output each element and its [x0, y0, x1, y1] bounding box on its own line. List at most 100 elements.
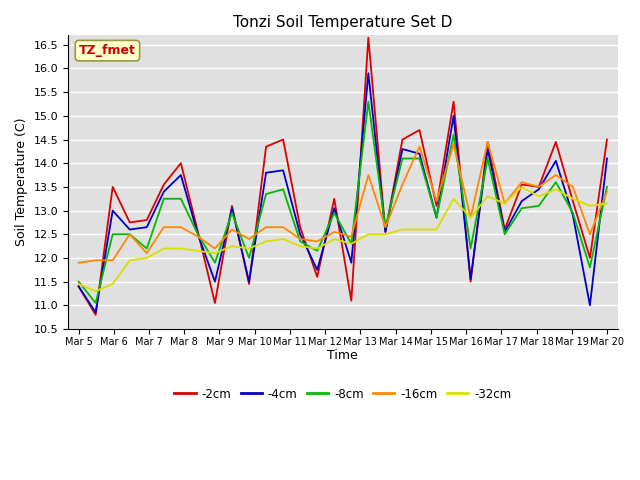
-16cm [433, 198, 440, 204]
-32cm [330, 236, 338, 242]
-16cm [399, 181, 406, 187]
-4cm [518, 198, 525, 204]
-2cm [262, 144, 270, 150]
-32cm [92, 288, 99, 294]
-4cm [484, 146, 492, 152]
-2cm [552, 139, 559, 145]
-32cm [160, 246, 168, 252]
-32cm [552, 186, 559, 192]
-4cm [381, 229, 389, 235]
-2cm [296, 224, 304, 230]
-16cm [518, 180, 525, 185]
-8cm [228, 210, 236, 216]
-8cm [109, 231, 116, 237]
-2cm [399, 137, 406, 143]
-2cm [535, 184, 543, 190]
-16cm [296, 236, 304, 242]
-8cm [245, 255, 253, 261]
-16cm [348, 234, 355, 240]
-32cm [75, 281, 83, 287]
-32cm [586, 203, 594, 209]
-8cm [211, 260, 219, 265]
-2cm [160, 181, 168, 187]
-32cm [365, 231, 372, 237]
-32cm [296, 243, 304, 249]
-32cm [143, 255, 150, 261]
-32cm [603, 201, 611, 206]
-8cm [467, 246, 474, 252]
-16cm [194, 234, 202, 240]
-2cm [143, 217, 150, 223]
Y-axis label: Soil Temperature (C): Soil Temperature (C) [15, 118, 28, 246]
Line: -32cm: -32cm [79, 187, 607, 291]
-32cm [518, 184, 525, 190]
-8cm [143, 246, 150, 252]
-2cm [211, 300, 219, 306]
-32cm [415, 227, 423, 232]
-32cm [399, 227, 406, 232]
-16cm [126, 231, 134, 237]
-32cm [177, 246, 185, 252]
-32cm [314, 246, 321, 252]
-16cm [177, 224, 185, 230]
-2cm [415, 127, 423, 133]
-16cm [450, 142, 458, 147]
-2cm [467, 279, 474, 285]
-2cm [501, 227, 509, 232]
-4cm [126, 227, 134, 232]
-8cm [501, 231, 509, 237]
-4cm [433, 215, 440, 221]
-8cm [160, 196, 168, 202]
-4cm [330, 205, 338, 211]
-16cm [484, 139, 492, 145]
-16cm [330, 229, 338, 235]
-8cm [484, 156, 492, 161]
-16cm [245, 236, 253, 242]
-2cm [245, 281, 253, 287]
-8cm [450, 132, 458, 138]
-16cm [415, 144, 423, 150]
-8cm [381, 224, 389, 230]
-32cm [228, 243, 236, 249]
-2cm [228, 203, 236, 209]
-8cm [518, 205, 525, 211]
-8cm [535, 203, 543, 209]
-4cm [586, 302, 594, 308]
-16cm [603, 189, 611, 194]
-32cm [245, 246, 253, 252]
-8cm [126, 231, 134, 237]
Legend: -2cm, -4cm, -8cm, -16cm, -32cm: -2cm, -4cm, -8cm, -16cm, -32cm [170, 383, 516, 405]
-2cm [126, 219, 134, 225]
-4cm [109, 208, 116, 214]
-8cm [177, 196, 185, 202]
-4cm [296, 231, 304, 237]
-16cm [211, 246, 219, 252]
-4cm [177, 172, 185, 178]
-4cm [160, 189, 168, 194]
-16cm [143, 251, 150, 256]
-2cm [109, 184, 116, 190]
-4cm [143, 224, 150, 230]
-2cm [365, 35, 372, 41]
-4cm [501, 229, 509, 235]
-32cm [126, 257, 134, 263]
-4cm [279, 168, 287, 173]
-8cm [586, 264, 594, 270]
-4cm [415, 151, 423, 156]
Text: TZ_fmet: TZ_fmet [79, 44, 136, 57]
-2cm [177, 160, 185, 166]
-32cm [109, 281, 116, 287]
-2cm [484, 139, 492, 145]
-2cm [381, 229, 389, 235]
-4cm [245, 279, 253, 285]
Title: Tonzi Soil Temperature Set D: Tonzi Soil Temperature Set D [233, 15, 452, 30]
-16cm [75, 260, 83, 265]
-16cm [228, 227, 236, 232]
-4cm [211, 279, 219, 285]
-2cm [75, 284, 83, 289]
-32cm [467, 215, 474, 221]
-16cm [381, 224, 389, 230]
-4cm [535, 186, 543, 192]
-8cm [603, 184, 611, 190]
-8cm [415, 156, 423, 161]
